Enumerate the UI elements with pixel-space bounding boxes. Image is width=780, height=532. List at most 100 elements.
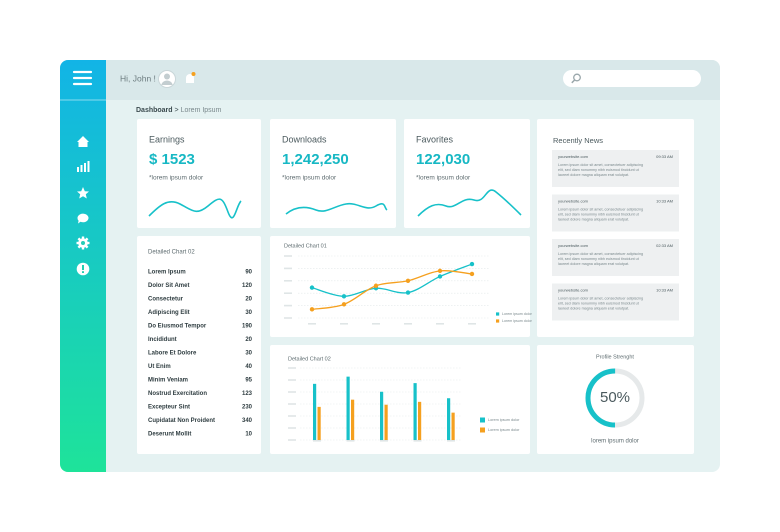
news-time: 10:33 AM <box>656 288 673 293</box>
stats-icon[interactable] <box>77 161 90 172</box>
menu-button[interactable] <box>72 70 93 86</box>
greeting: Hi, John ! <box>120 73 156 83</box>
list-label: Adipiscing Elit <box>148 310 190 316</box>
axis-tick <box>447 440 455 442</box>
stat-title: Favorites <box>416 134 454 144</box>
axis-tick <box>288 391 296 393</box>
axis-tick <box>288 439 296 441</box>
sparkline <box>148 198 242 219</box>
axis-tick <box>284 280 292 282</box>
search-box[interactable] <box>563 70 701 87</box>
alert-icon[interactable] <box>76 262 90 276</box>
chart-title: Detailed Chart 02 <box>288 356 331 362</box>
axis-tick <box>340 323 348 325</box>
bar <box>413 383 417 440</box>
axis-tick <box>468 323 476 325</box>
line-point <box>405 290 411 295</box>
news-site: yourwebsite.com <box>558 199 589 204</box>
stat-value: 1,242,250 <box>282 151 349 168</box>
bar <box>346 376 350 440</box>
legend-label: Lorem ipsum dolor <box>488 428 520 432</box>
list-label: Minim Veniam <box>148 378 188 384</box>
bar <box>447 398 451 440</box>
axis-tick <box>284 292 292 294</box>
chat-icon[interactable] <box>77 213 89 224</box>
news-time: 02:33 AM <box>656 243 673 248</box>
news-text: laoreet dolore magna aliquam erat volutp… <box>558 173 629 177</box>
legend-swatch <box>480 417 485 423</box>
bar <box>317 406 321 440</box>
home-icon[interactable] <box>77 136 89 147</box>
notification-bell[interactable] <box>186 72 196 83</box>
legend-label: Lorem ipsum dolor <box>488 418 520 422</box>
list-value: 40 <box>245 364 252 370</box>
cards <box>137 119 694 454</box>
news-text: Lorem ipsum dolor sit amet, consectetuer… <box>558 296 643 300</box>
news-text: laoreet dolore magna aliquam erat volutp… <box>558 262 629 266</box>
breadcrumb: Dashboard > Lorem Ipsum <box>136 107 222 114</box>
stat-caption: *lorem ipsum dolor <box>149 175 204 182</box>
line-point <box>309 307 315 312</box>
news-text: laoreet dolore magna aliquam erat volutp… <box>558 306 629 310</box>
legend-swatch <box>480 427 485 433</box>
list-label: Labore Et Dolore <box>148 351 197 357</box>
star-icon[interactable] <box>77 187 89 199</box>
axis-tick <box>288 403 296 405</box>
news-item[interactable] <box>552 150 679 187</box>
news-text: laoreet dolore magna aliquam erat volutp… <box>558 217 629 221</box>
stat-title: Downloads <box>282 134 327 144</box>
news-title: Recently News <box>553 136 603 145</box>
axis-tick <box>284 304 292 307</box>
legend-label: Lorem ipsum dolor <box>502 312 533 316</box>
bar <box>380 391 384 440</box>
list-label: Nostrud Exercitation <box>148 391 207 397</box>
breadcrumb-current[interactable]: Dashboard <box>136 107 173 114</box>
news-time: 09:33 AM <box>656 154 673 159</box>
axis-tick <box>288 367 296 369</box>
line-point <box>309 285 315 290</box>
legend-swatch <box>496 319 500 323</box>
list-value: 30 <box>245 310 252 316</box>
settings-icon[interactable] <box>76 236 90 250</box>
news-item[interactable] <box>552 283 679 321</box>
axis-tick <box>308 323 316 325</box>
line-point <box>341 302 347 307</box>
line-series <box>311 263 473 297</box>
news-item[interactable] <box>552 194 679 232</box>
axis-tick <box>288 379 296 381</box>
sparkline <box>285 202 388 215</box>
list-label: Dolor Sit Amet <box>148 283 189 289</box>
news-site: yourwebsite.com <box>558 154 589 159</box>
bar <box>451 412 455 440</box>
list-label: Cupidatat Non Proident <box>148 418 215 424</box>
axis-tick <box>284 317 292 319</box>
axis-tick <box>284 267 292 270</box>
news-text: Lorem ipsum dolor sit amet, consectetuer… <box>558 163 643 167</box>
axis-tick <box>404 323 412 325</box>
bar <box>313 383 317 440</box>
news-text: elit, sed diam nonummy nibh euismod tinc… <box>558 212 639 216</box>
news-text: elit, sed diam nonummy nibh euismod tinc… <box>558 257 639 261</box>
list-value: 30 <box>245 351 252 357</box>
line-point <box>341 294 347 299</box>
news-text: Lorem ipsum dolor sit amet, consectetuer… <box>558 252 643 256</box>
news-site: yourwebsite.com <box>558 243 589 248</box>
profile-card <box>537 345 694 454</box>
axis-tick <box>413 440 422 442</box>
sparkline <box>417 189 522 217</box>
list-value: 120 <box>242 283 253 289</box>
news-time: 10:33 AM <box>656 199 673 204</box>
list-value: 190 <box>242 324 253 330</box>
legend-label: Lorem ipsum dolor <box>502 319 533 323</box>
profile-value: 50% <box>600 389 630 406</box>
news-item[interactable] <box>552 239 679 276</box>
line-point <box>373 283 379 288</box>
legend-swatch <box>496 312 500 316</box>
list-title: Detailed Chart 02 <box>148 250 195 256</box>
line-point <box>437 274 443 279</box>
stat-caption: *lorem ipsum dolor <box>282 175 337 182</box>
avatar[interactable] <box>158 70 176 88</box>
stat-caption: *lorem ipsum dolor <box>416 175 471 182</box>
list-label: Consectetur <box>148 297 184 303</box>
